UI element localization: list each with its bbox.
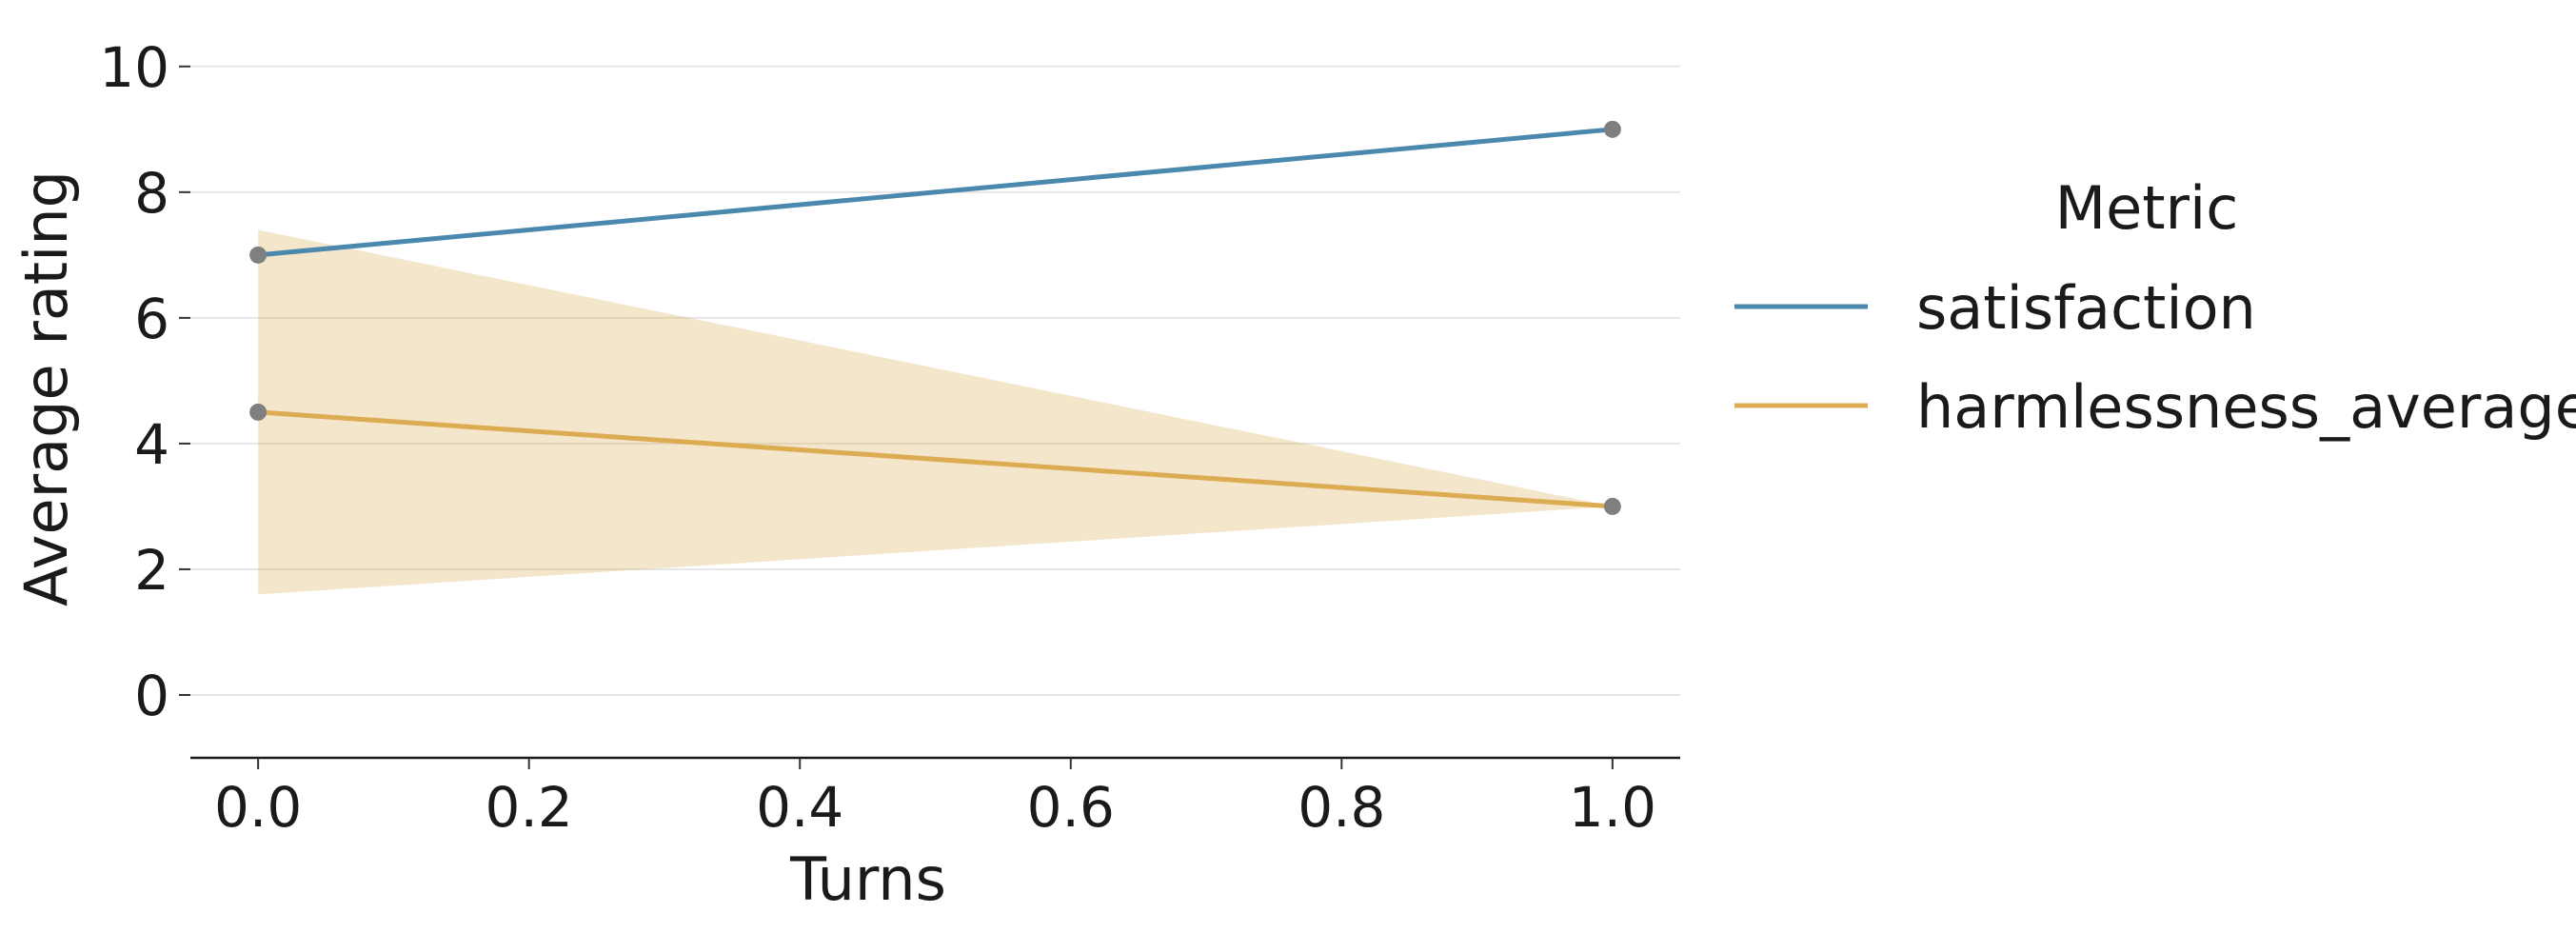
x-tick-label: 0.4: [756, 775, 843, 840]
legend-label-harmlessness-average: harmlessness_average: [1916, 372, 2576, 442]
x-tick-label: 0.2: [485, 775, 573, 840]
y-tick-label: 2: [134, 538, 169, 603]
axes: 0 2 4 6 8 10 0.0 0.2 0.4 0.6 0.8 1.0: [99, 35, 1680, 840]
y-tick-label: 4: [134, 412, 169, 477]
data-point-satisfaction: [249, 246, 268, 264]
series-line-harmlessness-average: [255, 409, 1615, 509]
y-tick-label: 0: [134, 664, 169, 728]
legend-title: Metric: [2055, 173, 2239, 243]
y-axis-title: Average rating: [11, 170, 81, 606]
x-axis-title: Turns: [789, 844, 946, 914]
y-tick-label: 8: [134, 161, 169, 226]
x-tick-label: 0.0: [214, 775, 302, 840]
x-tick-label: 0.8: [1298, 775, 1385, 840]
x-tick-label: 1.0: [1569, 775, 1656, 840]
series-lines: [255, 127, 1615, 509]
data-point-harmlessness-average: [1603, 497, 1621, 515]
confidence-band-harmlessness-average: [258, 229, 1613, 595]
y-tick-label: 6: [134, 287, 169, 351]
data-point-satisfaction: [1603, 120, 1621, 138]
y-tick-label: 10: [99, 35, 169, 100]
x-tick-label: 0.6: [1027, 775, 1115, 840]
legend: Metric satisfaction harmlessness_average: [1734, 173, 2576, 442]
series-line-satisfaction: [255, 127, 1615, 258]
data-markers: [249, 120, 1621, 515]
confidence-bands: [258, 229, 1613, 595]
data-point-harmlessness-average: [249, 403, 268, 421]
legend-label-satisfaction: satisfaction: [1916, 273, 2256, 343]
